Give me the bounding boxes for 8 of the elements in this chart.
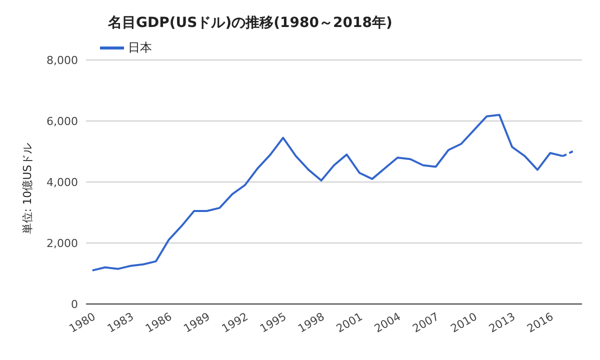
y-axis-title: 単位: 10億USドル [20, 142, 36, 234]
y-tick-label: 0 [71, 298, 78, 311]
y-tick-label: 8,000 [46, 54, 78, 67]
y-tick-label: 2,000 [46, 236, 78, 250]
legend-label: 日本 [128, 40, 152, 54]
y-tick-label: 4,000 [46, 176, 78, 189]
chart-title: 名目GDP(USドル)の推移(1980～2018年) [108, 14, 392, 32]
y-tick-label: 6,000 [46, 114, 78, 128]
